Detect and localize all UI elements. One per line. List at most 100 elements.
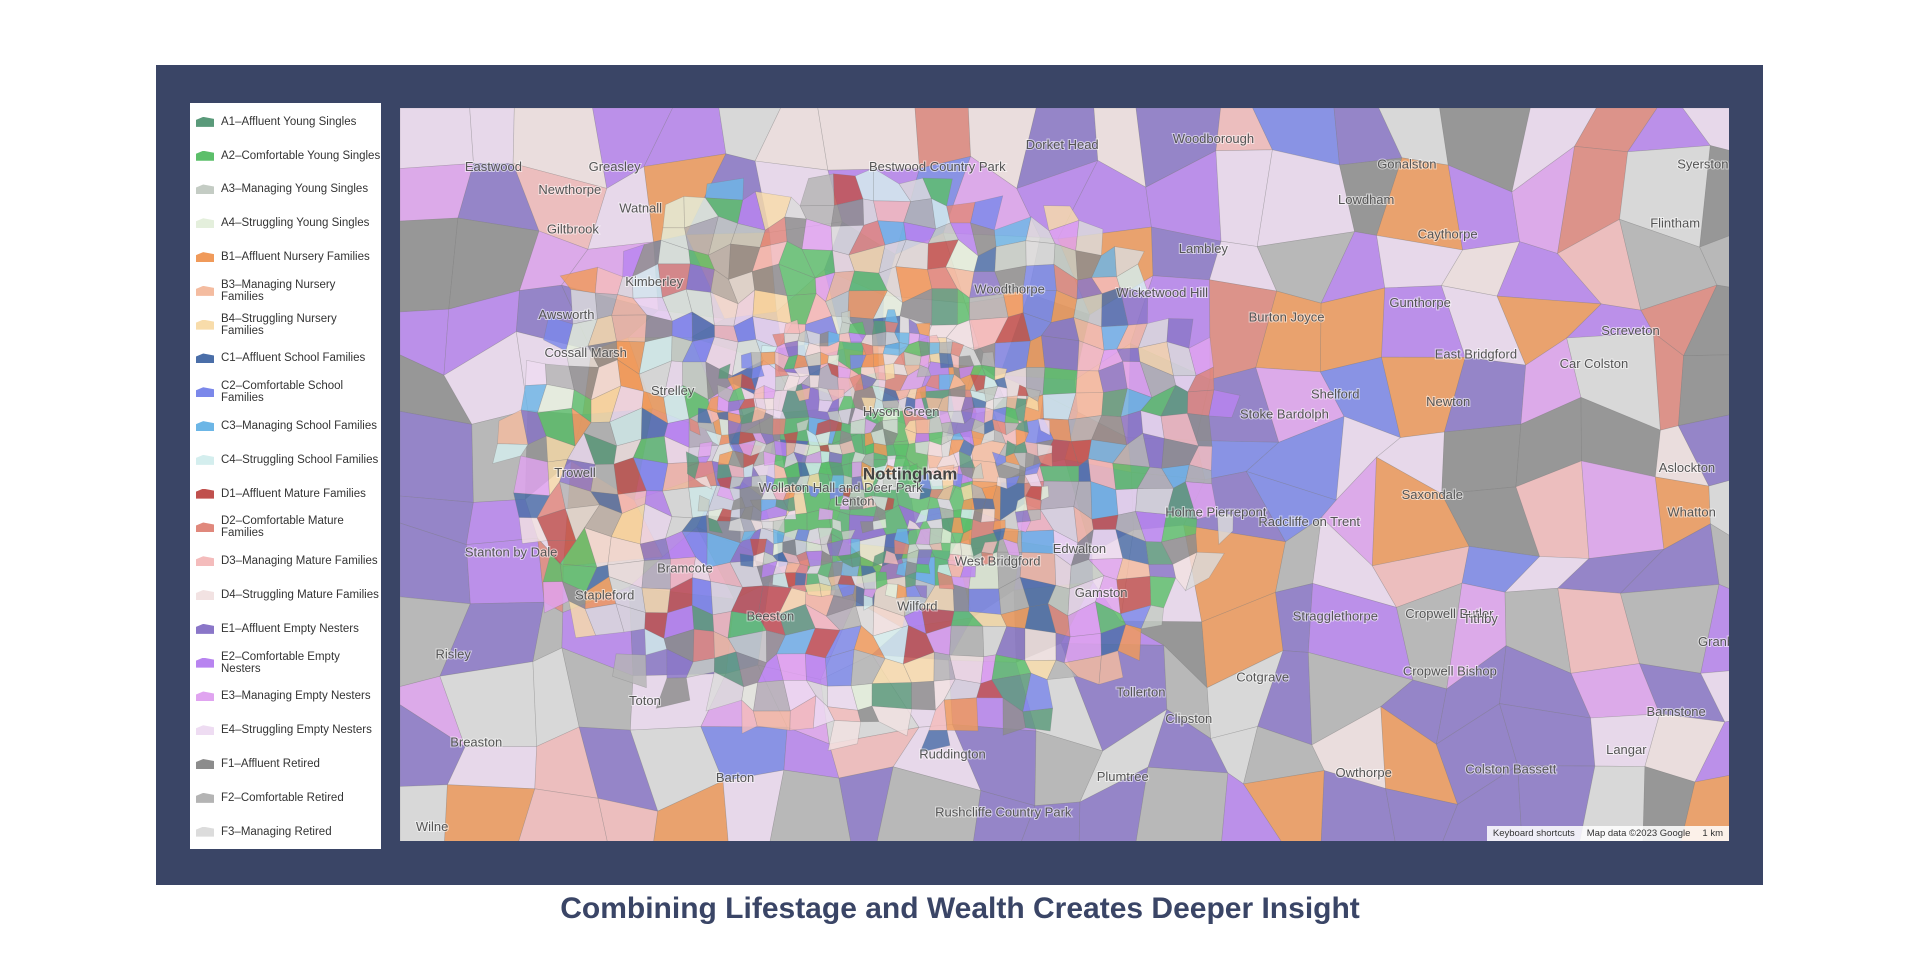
map-area	[1441, 423, 1522, 495]
map-area	[751, 406, 767, 423]
place-label: Beeston	[747, 608, 795, 623]
map-area	[807, 364, 822, 376]
place-label: Barnstone	[1647, 704, 1706, 719]
map-area	[919, 729, 951, 753]
legend-swatch	[196, 488, 214, 499]
map-area	[806, 484, 822, 498]
place-label: Gonalston	[1377, 157, 1436, 172]
legend-item: E4–Struggling Empty Nesters	[190, 713, 381, 747]
legend-label: A1–Affluent Young Singles	[221, 115, 357, 128]
place-label: Clipston	[1165, 711, 1212, 726]
map-area	[1040, 485, 1050, 501]
map-area	[773, 440, 787, 457]
place-label: Rushcliffe Country Park	[935, 804, 1072, 819]
map-area	[911, 680, 936, 711]
place-label: Barton	[716, 770, 754, 785]
place-label: Shelford	[1311, 387, 1359, 402]
map-area	[914, 440, 930, 456]
place-label: Colston Bassett	[1465, 761, 1556, 776]
legend-item: A4–Struggling Young Singles	[190, 206, 381, 240]
place-label: Stragglethorpe	[1293, 608, 1378, 623]
place-label: Tithby	[1463, 611, 1498, 626]
map-area	[751, 365, 765, 380]
map-area	[882, 473, 897, 489]
place-label: Bestwood Country Park	[869, 159, 1006, 174]
map-canvas: Nottingham Beeston West Bridgford Wilford Wo…	[399, 107, 1765, 853]
place-label: Gamston	[1075, 585, 1128, 600]
place-label: Newthorpe	[538, 182, 601, 197]
legend-swatch	[196, 116, 214, 127]
legend-swatch	[196, 150, 214, 161]
map-area	[929, 527, 943, 545]
map-area	[694, 475, 713, 490]
map-area	[1148, 563, 1177, 579]
legend-swatch	[196, 657, 214, 668]
attribution-text: Map data ©2023 Google	[1586, 828, 1691, 839]
legend-label: E4–Struggling Empty Nesters	[221, 724, 372, 737]
legend-item: D4–Struggling Mature Families	[190, 578, 381, 612]
map-area	[1098, 650, 1124, 685]
map-area-layer	[685, 309, 1053, 611]
map-area	[525, 359, 547, 386]
attribution-text: 1 km	[1702, 828, 1723, 839]
legend-item: B4–Struggling Nursery Families	[190, 308, 381, 342]
place-label: Syerston	[1677, 157, 1728, 172]
map-area	[960, 565, 977, 578]
place-label: West Bridgford	[955, 553, 1041, 568]
map-area	[611, 314, 648, 343]
map-area	[1027, 509, 1042, 522]
legend-swatch	[196, 252, 214, 263]
legend-label: A3–Managing Young Singles	[221, 183, 369, 196]
legend-item: C1–Affluent School Families	[190, 342, 381, 376]
place-label: East Bridgford	[1435, 346, 1517, 361]
map-area	[863, 594, 874, 611]
map-area	[884, 363, 896, 381]
map-area	[980, 429, 995, 445]
map-area	[871, 705, 913, 737]
place-label: Aslockton	[1659, 460, 1715, 475]
legend-label: F1–Affluent Retired	[221, 758, 320, 771]
map-area	[399, 410, 474, 503]
map-area	[819, 330, 829, 347]
map-area	[820, 450, 830, 464]
map-area	[761, 520, 774, 530]
place-label: Granby	[1698, 634, 1729, 649]
map-area	[697, 455, 711, 463]
map-area	[871, 331, 887, 347]
place-label: Wilford	[897, 599, 937, 614]
place-label: Screveton	[1601, 323, 1660, 338]
place-label: Flintham	[1650, 215, 1700, 230]
place-label: Caythorpe	[1418, 226, 1478, 241]
map-area	[740, 352, 753, 369]
map-area	[914, 585, 928, 599]
place-label: Stanton by Dale	[465, 545, 558, 560]
legend-swatch	[196, 759, 214, 770]
map-area	[827, 720, 862, 751]
legend-item: B3–Managing Nursery Families	[190, 274, 381, 308]
map-area	[689, 417, 701, 436]
legend-label: B1–Affluent Nursery Families	[221, 251, 370, 264]
place-label: Toton	[629, 693, 661, 708]
map-area	[1115, 488, 1138, 516]
map-area	[915, 418, 931, 434]
map-area	[929, 542, 943, 551]
place-label: Trowell	[554, 465, 596, 480]
map-area	[794, 572, 807, 586]
map[interactable]: Nottingham Beeston West Bridgford Wilford Wo…	[399, 107, 1765, 853]
place-label: Hyson Green	[863, 404, 940, 419]
map-area	[641, 587, 671, 614]
place-label: Woodborough	[1173, 131, 1254, 146]
place-label: Awsworth	[538, 307, 594, 322]
legend-swatch	[196, 590, 214, 601]
map-area	[739, 553, 754, 568]
map-area	[1208, 389, 1241, 418]
map-area	[1216, 513, 1234, 546]
legend-swatch	[196, 623, 214, 634]
place-label: Car Colston	[1560, 356, 1629, 371]
map-area	[697, 441, 713, 458]
place-label: Cropwell Butler	[1405, 606, 1494, 621]
map-area	[783, 509, 797, 520]
map-area	[1678, 353, 1765, 427]
map-area	[1039, 465, 1080, 482]
legend-label: D1–Affluent Mature Families	[221, 487, 366, 500]
